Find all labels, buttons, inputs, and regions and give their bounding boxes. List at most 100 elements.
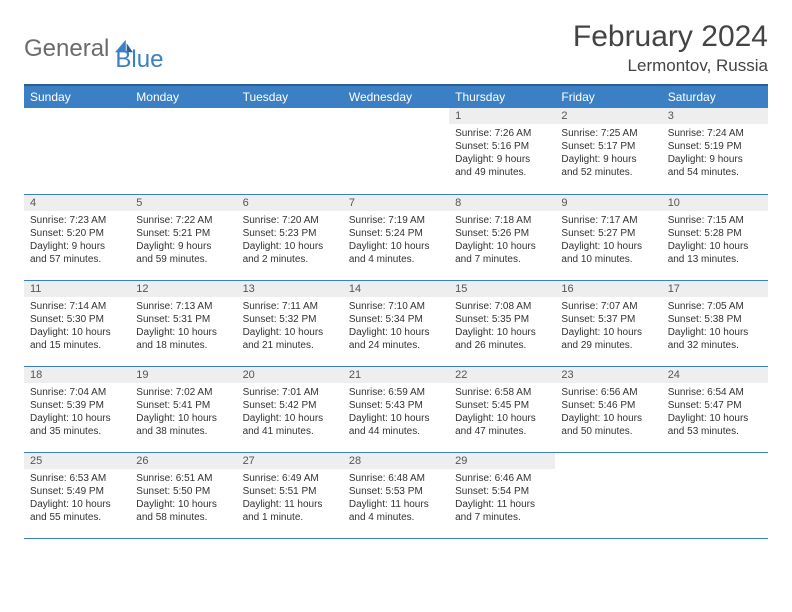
- day-line: Sunrise: 6:48 AM: [349, 472, 443, 485]
- day-line: Sunrise: 7:10 AM: [349, 300, 443, 313]
- day-line: Daylight: 9 hours: [561, 153, 655, 166]
- weekday-header: Thursday: [449, 85, 555, 108]
- day-line: Sunrise: 7:24 AM: [668, 127, 762, 140]
- calendar-cell: 20Sunrise: 7:01 AMSunset: 5:42 PMDayligh…: [237, 366, 343, 452]
- day-number: 25: [24, 453, 130, 469]
- calendar-cell: [237, 108, 343, 194]
- day-line: Sunset: 5:34 PM: [349, 313, 443, 326]
- day-line: Sunrise: 7:05 AM: [668, 300, 762, 313]
- calendar-cell: 11Sunrise: 7:14 AMSunset: 5:30 PMDayligh…: [24, 280, 130, 366]
- day-number: 13: [237, 281, 343, 297]
- day-content: Sunrise: 7:18 AMSunset: 5:26 PMDaylight:…: [449, 211, 555, 270]
- day-number: 24: [662, 367, 768, 383]
- day-line: Sunrise: 7:02 AM: [136, 386, 230, 399]
- day-line: Daylight: 10 hours: [455, 326, 549, 339]
- day-content: Sunrise: 7:02 AMSunset: 5:41 PMDaylight:…: [130, 383, 236, 442]
- day-line: Daylight: 10 hours: [668, 240, 762, 253]
- day-line: Sunset: 5:30 PM: [30, 313, 124, 326]
- calendar-cell: 9Sunrise: 7:17 AMSunset: 5:27 PMDaylight…: [555, 194, 661, 280]
- day-content: Sunrise: 7:08 AMSunset: 5:35 PMDaylight:…: [449, 297, 555, 356]
- day-number: 7: [343, 195, 449, 211]
- day-number: 17: [662, 281, 768, 297]
- calendar-cell: 4Sunrise: 7:23 AMSunset: 5:20 PMDaylight…: [24, 194, 130, 280]
- calendar-cell: 8Sunrise: 7:18 AMSunset: 5:26 PMDaylight…: [449, 194, 555, 280]
- day-number: 5: [130, 195, 236, 211]
- day-line: Daylight: 10 hours: [136, 498, 230, 511]
- day-line: and 4 minutes.: [349, 511, 443, 524]
- day-number: 21: [343, 367, 449, 383]
- calendar-cell: 22Sunrise: 6:58 AMSunset: 5:45 PMDayligh…: [449, 366, 555, 452]
- day-line: Sunset: 5:43 PM: [349, 399, 443, 412]
- day-line: Sunset: 5:46 PM: [561, 399, 655, 412]
- day-line: Sunset: 5:21 PM: [136, 227, 230, 240]
- brand-part1: General: [24, 35, 109, 63]
- day-line: Daylight: 11 hours: [455, 498, 549, 511]
- day-number: 2: [555, 108, 661, 124]
- calendar-table: SundayMondayTuesdayWednesdayThursdayFrid…: [24, 84, 768, 539]
- day-line: Sunrise: 7:26 AM: [455, 127, 549, 140]
- day-line: Daylight: 10 hours: [243, 240, 337, 253]
- day-content: [130, 124, 236, 131]
- day-line: Daylight: 9 hours: [30, 240, 124, 253]
- day-content: Sunrise: 7:26 AMSunset: 5:16 PMDaylight:…: [449, 124, 555, 183]
- calendar-cell: 6Sunrise: 7:20 AMSunset: 5:23 PMDaylight…: [237, 194, 343, 280]
- day-line: Sunset: 5:53 PM: [349, 485, 443, 498]
- day-line: and 4 minutes.: [349, 253, 443, 266]
- calendar-week: 4Sunrise: 7:23 AMSunset: 5:20 PMDaylight…: [24, 194, 768, 280]
- calendar-week: 18Sunrise: 7:04 AMSunset: 5:39 PMDayligh…: [24, 366, 768, 452]
- day-line: and 47 minutes.: [455, 425, 549, 438]
- calendar-cell: 23Sunrise: 6:56 AMSunset: 5:46 PMDayligh…: [555, 366, 661, 452]
- day-line: Sunset: 5:17 PM: [561, 140, 655, 153]
- day-line: and 26 minutes.: [455, 339, 549, 352]
- day-line: and 54 minutes.: [668, 166, 762, 179]
- calendar-cell: 16Sunrise: 7:07 AMSunset: 5:37 PMDayligh…: [555, 280, 661, 366]
- calendar-cell: 27Sunrise: 6:49 AMSunset: 5:51 PMDayligh…: [237, 452, 343, 538]
- day-line: and 32 minutes.: [668, 339, 762, 352]
- day-content: Sunrise: 7:07 AMSunset: 5:37 PMDaylight:…: [555, 297, 661, 356]
- day-line: Sunrise: 6:58 AM: [455, 386, 549, 399]
- day-content: Sunrise: 7:19 AMSunset: 5:24 PMDaylight:…: [343, 211, 449, 270]
- day-line: Daylight: 10 hours: [30, 326, 124, 339]
- weekday-header: Wednesday: [343, 85, 449, 108]
- calendar-cell: 19Sunrise: 7:02 AMSunset: 5:41 PMDayligh…: [130, 366, 236, 452]
- day-number: 16: [555, 281, 661, 297]
- day-line: Sunset: 5:37 PM: [561, 313, 655, 326]
- day-number: 1: [449, 108, 555, 124]
- day-line: Sunset: 5:24 PM: [349, 227, 443, 240]
- day-line: and 15 minutes.: [30, 339, 124, 352]
- day-line: Sunset: 5:49 PM: [30, 485, 124, 498]
- day-number: 27: [237, 453, 343, 469]
- calendar-cell: [343, 108, 449, 194]
- calendar-cell: [662, 452, 768, 538]
- day-content: Sunrise: 7:01 AMSunset: 5:42 PMDaylight:…: [237, 383, 343, 442]
- calendar-cell: 25Sunrise: 6:53 AMSunset: 5:49 PMDayligh…: [24, 452, 130, 538]
- day-line: Sunrise: 6:53 AM: [30, 472, 124, 485]
- day-line: Sunrise: 6:54 AM: [668, 386, 762, 399]
- day-line: Sunset: 5:28 PM: [668, 227, 762, 240]
- day-line: Sunrise: 6:49 AM: [243, 472, 337, 485]
- day-line: and 18 minutes.: [136, 339, 230, 352]
- day-content: Sunrise: 7:22 AMSunset: 5:21 PMDaylight:…: [130, 211, 236, 270]
- calendar-cell: 28Sunrise: 6:48 AMSunset: 5:53 PMDayligh…: [343, 452, 449, 538]
- day-line: and 2 minutes.: [243, 253, 337, 266]
- day-content: Sunrise: 7:17 AMSunset: 5:27 PMDaylight:…: [555, 211, 661, 270]
- day-line: Sunset: 5:35 PM: [455, 313, 549, 326]
- day-line: Sunrise: 6:51 AM: [136, 472, 230, 485]
- day-line: and 57 minutes.: [30, 253, 124, 266]
- day-line: Sunset: 5:19 PM: [668, 140, 762, 153]
- calendar-cell: 14Sunrise: 7:10 AMSunset: 5:34 PMDayligh…: [343, 280, 449, 366]
- calendar-cell: 18Sunrise: 7:04 AMSunset: 5:39 PMDayligh…: [24, 366, 130, 452]
- day-line: Sunset: 5:51 PM: [243, 485, 337, 498]
- day-content: [555, 469, 661, 476]
- day-line: Daylight: 10 hours: [455, 412, 549, 425]
- day-line: Sunset: 5:42 PM: [243, 399, 337, 412]
- weekday-header: Tuesday: [237, 85, 343, 108]
- day-line: Sunrise: 6:56 AM: [561, 386, 655, 399]
- calendar-cell: 2Sunrise: 7:25 AMSunset: 5:17 PMDaylight…: [555, 108, 661, 194]
- day-line: Daylight: 10 hours: [243, 326, 337, 339]
- calendar-cell: 26Sunrise: 6:51 AMSunset: 5:50 PMDayligh…: [130, 452, 236, 538]
- day-content: Sunrise: 6:56 AMSunset: 5:46 PMDaylight:…: [555, 383, 661, 442]
- weekday-header: Monday: [130, 85, 236, 108]
- day-line: Daylight: 10 hours: [349, 240, 443, 253]
- calendar-week: 11Sunrise: 7:14 AMSunset: 5:30 PMDayligh…: [24, 280, 768, 366]
